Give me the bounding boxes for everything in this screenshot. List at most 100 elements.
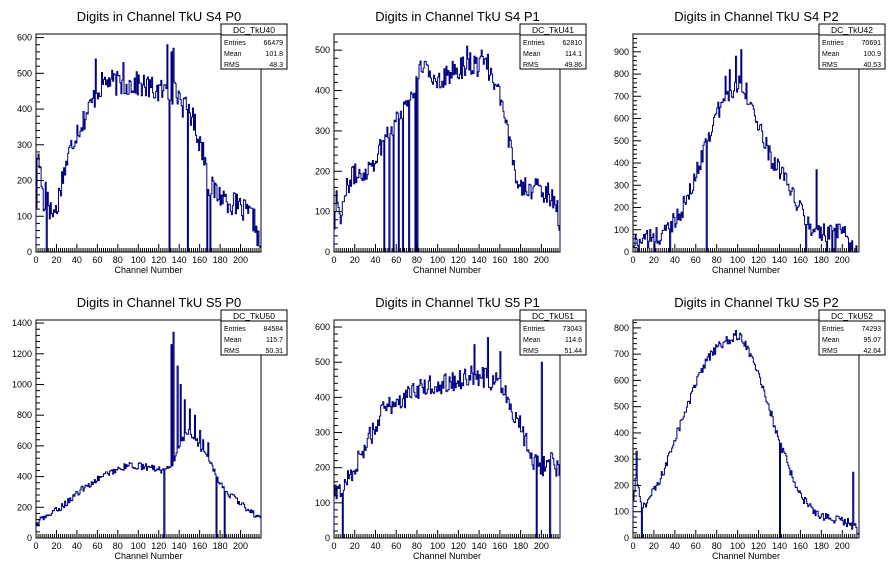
x-tick-label: 60 (92, 255, 102, 265)
stats-value: 115.7 (266, 337, 283, 344)
stats-key: Mean (523, 337, 541, 344)
x-tick-label: 160 (492, 541, 507, 551)
x-tick-label: 200 (233, 541, 248, 551)
y-tick-label: 500 (315, 45, 330, 55)
stats-key: Mean (523, 51, 541, 58)
stats-value: 51.44 (564, 348, 582, 355)
x-tick-label: 20 (51, 255, 61, 265)
y-axis-ticks (334, 33, 342, 253)
plot-frame (333, 33, 561, 253)
stats-value: 101.8 (265, 51, 283, 58)
plot-frame (333, 319, 561, 539)
stats-name: DC_TkU51 (532, 311, 574, 321)
x-tick-label: 160 (192, 255, 207, 265)
y-tick-label: 600 (315, 322, 330, 332)
histogram-line (35, 44, 262, 253)
x-tick-label: 100 (730, 255, 745, 265)
x-tick-label: 80 (412, 255, 422, 265)
y-tick-label: 300 (315, 126, 330, 136)
y-tick-label: 600 (17, 33, 32, 43)
stats-box-frame (220, 309, 288, 356)
histogram-svg: Digits in Channel TkU S4 P0 0 20 40 60 80 100 1… (17, 9, 288, 275)
x-tick-label: 140 (472, 255, 487, 265)
y-tick-label: 800 (614, 323, 629, 333)
x-tick-label: 180 (814, 541, 829, 551)
y-tick-label: 0 (27, 247, 32, 257)
y-tick-label: 100 (315, 498, 330, 508)
histogram-pad-s5-p0: Digits in Channel TkU S5 P0 0 20 40 60 80 100 1… (0, 286, 298, 572)
histogram-svg: Digits in Channel TkU S5 P2 0 20 40 60 80 100 1… (614, 295, 886, 561)
x-tick-label: 180 (213, 541, 228, 551)
stats-key: Mean (224, 51, 242, 58)
histogram-svg: Digits in Channel TkU S5 P0 0 20 40 60 80 100 1… (12, 295, 288, 561)
stats-value: 114.6 (565, 337, 582, 344)
x-tick-label: 120 (151, 541, 166, 551)
stats-key: Entries (224, 40, 246, 47)
x-tick-label: 80 (712, 255, 722, 265)
x-tick-label: 100 (131, 541, 146, 551)
y-tick-label: 200 (315, 166, 330, 176)
histogram-line (333, 45, 561, 253)
stats-name: DC_TkU42 (831, 25, 873, 35)
x-tick-label: 20 (649, 255, 659, 265)
x-tick-label: 60 (391, 255, 401, 265)
y-tick-label: 100 (614, 225, 629, 235)
stats-value: 95.07 (863, 337, 881, 344)
y-tick-label: 500 (17, 68, 32, 78)
stats-key: RMS (822, 62, 838, 69)
stats-value: 50.31 (265, 348, 283, 355)
x-tick-label: 20 (51, 541, 61, 551)
x-tick-label: 200 (835, 541, 850, 551)
stats-box-frame (519, 309, 587, 356)
x-tick-label: 160 (492, 255, 507, 265)
x-axis-ticks (333, 530, 561, 538)
x-tick-label: 40 (370, 255, 380, 265)
chart-title: Digits in Channel TkU S4 P0 (77, 9, 242, 24)
stats-key: RMS (523, 62, 539, 69)
y-tick-label: 300 (17, 140, 32, 150)
x-tick-label: 200 (233, 255, 248, 265)
y-tick-label: 400 (614, 428, 629, 438)
histogram-svg: Digits in Channel TkU S4 P2 0 20 40 60 80 100 1… (614, 9, 886, 275)
x-tick-label: 120 (751, 541, 766, 551)
stats-value: 42.64 (863, 348, 881, 355)
x-tick-label: 100 (430, 541, 445, 551)
stats-key: Entries (822, 326, 844, 333)
x-axis-ticks (35, 530, 262, 538)
y-tick-label: 700 (614, 91, 629, 101)
y-tick-label: 500 (614, 136, 629, 146)
y-tick-label: 500 (614, 402, 629, 412)
y-tick-label: 900 (614, 47, 629, 57)
y-tick-label: 0 (325, 247, 330, 257)
stats-name: DC_TkU41 (532, 25, 574, 35)
stats-key: Entries (224, 326, 246, 333)
x-axis-label: Channel Number (413, 551, 481, 561)
x-tick-label: 160 (192, 541, 207, 551)
x-tick-label: 80 (712, 541, 722, 551)
stats-value: 62810 (563, 40, 583, 47)
y-axis-ticks (633, 322, 641, 539)
x-axis-label: Channel Number (413, 265, 481, 275)
x-axis-label: Channel Number (712, 265, 780, 275)
stats-key: RMS (224, 348, 240, 355)
stats-key: Mean (822, 51, 840, 58)
x-tick-label: 60 (691, 541, 701, 551)
x-tick-label: 60 (92, 541, 102, 551)
y-tick-label: 200 (17, 176, 32, 186)
y-tick-label: 100 (614, 507, 629, 517)
x-tick-label: 160 (793, 255, 808, 265)
x-tick-label: 0 (331, 541, 336, 551)
histogram-pad-s5-p1: Digits in Channel TkU S5 P1 0 20 40 60 80 100 1… (298, 286, 597, 572)
histogram-line (333, 337, 561, 539)
x-tick-label: 20 (350, 255, 360, 265)
stats-value: 48.3 (269, 62, 283, 69)
x-tick-label: 140 (772, 541, 787, 551)
stats-name: DC_TkU40 (233, 25, 275, 35)
y-tick-label: 0 (27, 533, 32, 543)
x-tick-label: 120 (751, 255, 766, 265)
stats-value: 73043 (563, 326, 583, 333)
x-axis-label: Channel Number (114, 265, 182, 275)
x-tick-label: 160 (793, 541, 808, 551)
y-axis-ticks (36, 37, 44, 253)
stats-box: DC_TkU41 Entries 62810 Mean 114.1 RMS 49.86 (519, 23, 587, 70)
